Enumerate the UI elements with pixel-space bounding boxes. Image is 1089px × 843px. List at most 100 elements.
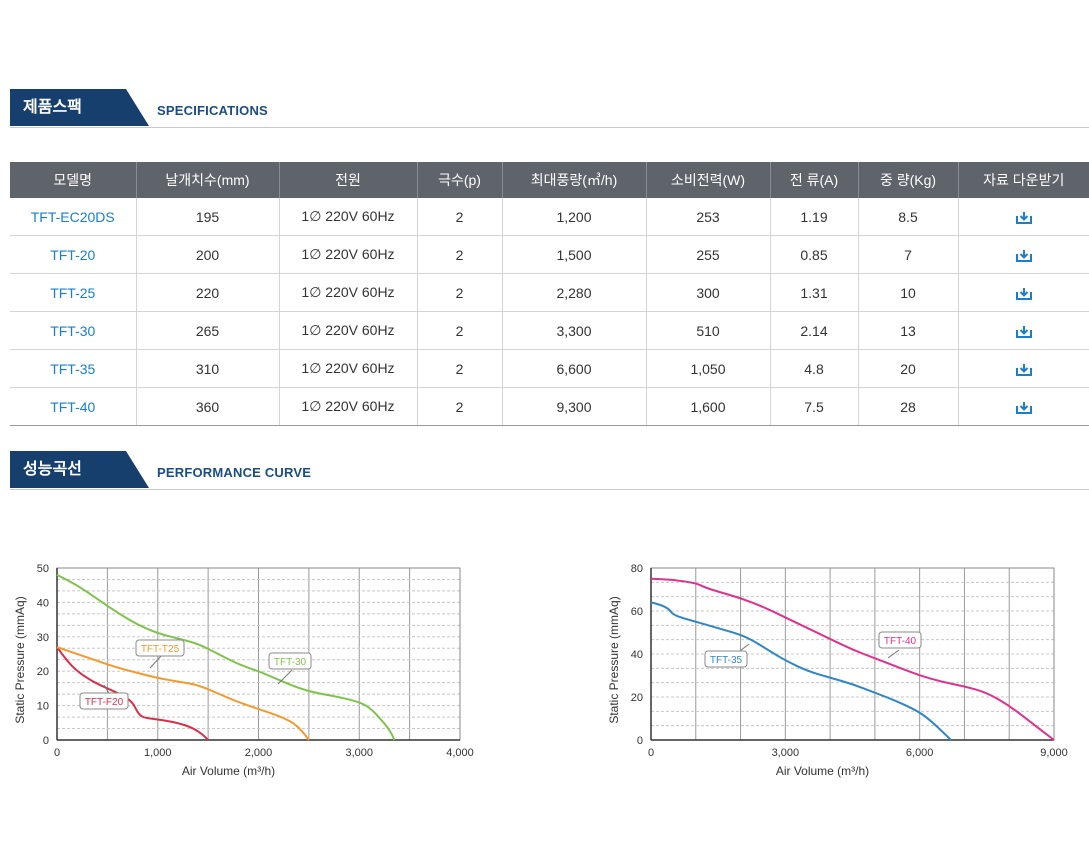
annotation-label: TFT-35	[710, 655, 743, 666]
x-tick-label: 9,000	[1040, 747, 1068, 759]
table-cell: 253	[645, 198, 770, 236]
download-cell	[957, 387, 1089, 426]
column-header: 전 류(A)	[769, 162, 858, 198]
table-cell: 2	[416, 235, 502, 274]
table-row: TFT-EC20DS 195 1∅ 220V 60Hz 2 1,200 253 1.19 8.…	[10, 198, 1089, 236]
table-cell: 2	[416, 387, 502, 426]
perf-section-header: 성능곡선 PERFORMANCE CURVE	[10, 451, 1089, 490]
x-tick-label: 6,000	[906, 747, 934, 759]
y-tick-label: 0	[637, 735, 643, 747]
table-cell: 2,280	[501, 273, 646, 312]
download-icon[interactable]	[1015, 249, 1033, 263]
performance-chart-right: 0 3,000 6,000 9,000 0 20 40 60 80 Air Volume (m³/…	[607, 563, 1068, 778]
download-icon[interactable]	[1015, 363, 1033, 377]
table-cell: 200	[135, 235, 279, 274]
table-cell: 4.8	[769, 349, 858, 388]
y-tick-label: 80	[631, 563, 643, 575]
x-tick-label: 2,000	[245, 747, 273, 759]
table-cell: 265	[135, 311, 279, 350]
column-header: 전원	[278, 162, 417, 198]
table-cell: 255	[645, 235, 770, 274]
table-cell: 300	[645, 273, 770, 312]
table-cell: 8.5	[857, 198, 958, 236]
annotation-label: TFT-F20	[85, 697, 124, 708]
table-row: TFT-20 200 1∅ 220V 60Hz 2 1,500 255 0.85 7	[10, 235, 1089, 274]
column-header: 중 량(Kg)	[857, 162, 958, 198]
y-tick-label: 10	[37, 701, 49, 713]
table-cell: 1,500	[501, 235, 646, 274]
download-cell	[957, 349, 1089, 388]
x-tick-label: 3,000	[772, 747, 800, 759]
download-cell	[957, 273, 1089, 312]
table-cell: 1,050	[645, 349, 770, 388]
table-cell: 20	[857, 349, 958, 388]
x-tick-label: 3,000	[345, 747, 373, 759]
table-row: TFT-40 360 1∅ 220V 60Hz 2 9,300 1,600 7.5 28	[10, 387, 1089, 426]
table-cell: 7	[857, 235, 958, 274]
table-cell: 13	[857, 311, 958, 350]
y-tick-label: 40	[631, 649, 643, 661]
table-cell: 1.31	[769, 273, 858, 312]
y-tick-label: 20	[37, 666, 49, 678]
table-cell: 1∅ 220V 60Hz	[278, 311, 417, 350]
model-name-cell: TFT-20	[10, 235, 136, 274]
annotation-box	[268, 652, 312, 670]
annotation-label: TFT-T25	[141, 644, 180, 655]
column-header: 최대풍량(㎥/h)	[501, 162, 646, 198]
download-cell	[957, 235, 1089, 274]
table-cell: 10	[857, 273, 958, 312]
table-cell: 2	[416, 273, 502, 312]
table-cell: 9,300	[501, 387, 646, 426]
x-tick-label: 4,000	[446, 747, 474, 759]
table-cell: 1∅ 220V 60Hz	[278, 235, 417, 274]
model-name-cell: TFT-35	[10, 349, 136, 388]
y-axis-label: Static Pressure (mmAq)	[607, 596, 621, 723]
table-cell: 1,600	[645, 387, 770, 426]
download-icon[interactable]	[1015, 211, 1033, 225]
annotation-label: TFT-40	[884, 636, 917, 647]
annotation-box	[135, 639, 185, 657]
table-cell: 1∅ 220V 60Hz	[278, 349, 417, 388]
series-line-tft-30	[56, 573, 396, 741]
table-cell: 2	[416, 349, 502, 388]
column-header: 모델명	[10, 162, 136, 198]
model-name-cell: TFT-EC20DS	[10, 198, 136, 236]
table-cell: 310	[135, 349, 279, 388]
perf-section-subtitle: PERFORMANCE CURVE	[157, 465, 312, 480]
download-cell	[957, 198, 1089, 236]
y-tick-label: 50	[37, 563, 49, 575]
table-body: TFT-EC20DS 195 1∅ 220V 60Hz 2 1,200 253 1.19 8.…	[10, 198, 1089, 426]
model-name-cell: TFT-25	[10, 273, 136, 312]
table-cell: 360	[135, 387, 279, 426]
column-header: 날개치수(mm)	[135, 162, 279, 198]
x-axis-label: Air Volume (m³/h)	[776, 764, 869, 778]
download-icon[interactable]	[1015, 287, 1033, 301]
table-row: TFT-30 265 1∅ 220V 60Hz 2 3,300 510 2.14 13	[10, 311, 1089, 350]
table-cell: 1∅ 220V 60Hz	[278, 273, 417, 312]
spec-section-header: 제품스팩 SPECIFICATIONS	[10, 89, 1089, 128]
spec-section-subtitle: SPECIFICATIONS	[157, 103, 268, 118]
table-row: TFT-25 220 1∅ 220V 60Hz 2 2,280 300 1.31 10	[10, 273, 1089, 312]
download-icon[interactable]	[1015, 325, 1033, 339]
table-cell: 2.14	[769, 311, 858, 350]
table-cell: 195	[135, 198, 279, 236]
annotation-pointer	[887, 649, 900, 659]
x-axis-label: Air Volume (m³/h)	[182, 764, 275, 778]
table-cell: 1∅ 220V 60Hz	[278, 198, 417, 236]
column-header: 자료 다운받기	[957, 162, 1089, 198]
annotation-pointer	[149, 654, 163, 669]
y-tick-label: 30	[37, 632, 49, 644]
y-axis-label: Static Pressure (mmAq)	[13, 596, 27, 723]
y-tick-label: 60	[631, 606, 643, 618]
table-cell: 6,600	[501, 349, 646, 388]
annotation-box	[878, 631, 922, 649]
column-header: 극수(p)	[416, 162, 502, 198]
perf-section-title: 성능곡선	[10, 451, 149, 488]
table-header-row: 모델명 날개치수(mm) 전원 극수(p) 최대풍량(㎥/h) 소비전력(W) 전 류(A)…	[10, 162, 1089, 198]
table-cell: 510	[645, 311, 770, 350]
series-line-tft-f20	[56, 646, 209, 741]
table-cell: 2	[416, 198, 502, 236]
series-line-tft-35	[650, 601, 952, 741]
download-icon[interactable]	[1015, 401, 1033, 415]
spec-section-title: 제품스팩	[10, 89, 149, 126]
